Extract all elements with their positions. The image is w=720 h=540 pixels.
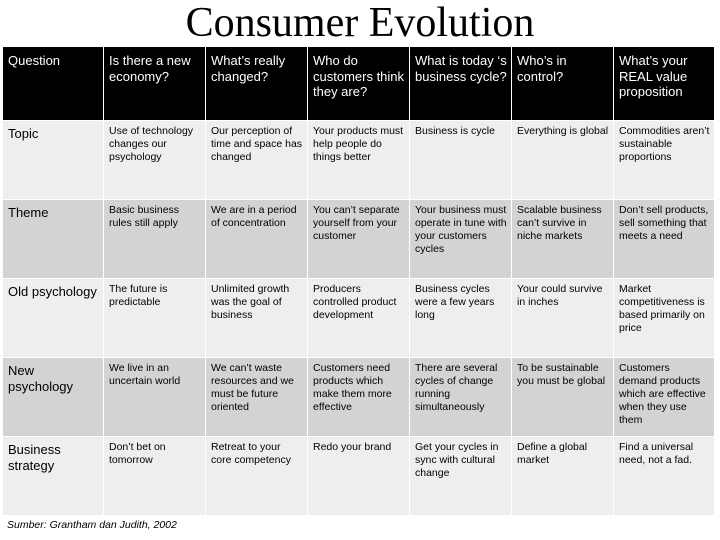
table-cell: Define a global market: [511, 436, 614, 516]
table-cell: We live in an uncertain world: [103, 357, 206, 437]
table-cell: Basic business rules still apply: [103, 199, 206, 279]
table-cell: Customers need products which make them …: [307, 357, 410, 437]
row-label: New psychology: [2, 357, 104, 437]
row-label: Topic: [2, 120, 104, 200]
table-row: Business strategy Don’t bet on tomorrow …: [2, 436, 715, 516]
table-cell: Our perception of time and space has cha…: [205, 120, 308, 200]
page-title: Consumer Evolution: [185, 0, 535, 46]
table-cell: You can’t separate yourself from your cu…: [307, 199, 410, 279]
column-header: What is today ‘s business cycle?: [409, 46, 512, 121]
table-cell: Don’t bet on tomorrow: [103, 436, 206, 516]
table-cell: Retreat to your core competency: [205, 436, 308, 516]
table-cell: The future is predictable: [103, 278, 206, 358]
table-cell: Don’t sell products, sell something that…: [613, 199, 715, 279]
row-label: Business strategy: [2, 436, 104, 516]
table-cell: Unlimited growth was the goal of busines…: [205, 278, 308, 358]
table-row: Topic Use of technology changes our psyc…: [2, 120, 715, 200]
table-cell: Your business must operate in tune with …: [409, 199, 512, 279]
table-cell: There are several cycles of change runni…: [409, 357, 512, 437]
table-cell: Your could survive in inches: [511, 278, 614, 358]
table-cell: Business is cycle: [409, 120, 512, 200]
table-cell: We can’t waste resources and we must be …: [205, 357, 308, 437]
table-cell: Business cycles were a few years long: [409, 278, 512, 358]
column-header: What’s your REAL value proposition: [613, 46, 715, 121]
table-row: Old psychology The future is predictable…: [2, 278, 715, 358]
table-cell: Redo your brand: [307, 436, 410, 516]
table-cell: Customers demand products which are effe…: [613, 357, 715, 437]
table-header-row: Question Is there a new economy? What’s …: [2, 46, 715, 121]
table-cell: Your products must help people do things…: [307, 120, 410, 200]
table-cell: Everything is global: [511, 120, 614, 200]
table-cell: To be sustainable you must be global: [511, 357, 614, 437]
consumer-evolution-table: Question Is there a new economy? What’s …: [2, 46, 715, 516]
table-cell: Find a universal need, not a fad.: [613, 436, 715, 516]
table-cell: Scalable business can’t survive in niche…: [511, 199, 614, 279]
table-row: New psychology We live in an uncertain w…: [2, 357, 715, 437]
source-caption: Sumber: Grantham dan Judith, 2002: [7, 519, 177, 531]
column-header: Is there a new economy?: [103, 46, 206, 121]
table-cell: Producers controlled product development: [307, 278, 410, 358]
row-label: Old psychology: [2, 278, 104, 358]
table-cell: Get your cycles in sync with cultural ch…: [409, 436, 512, 516]
table-row: Theme Basic business rules still apply W…: [2, 199, 715, 279]
table-cell: Use of technology changes our psychology: [103, 120, 206, 200]
table-cell: Market competitiveness is based primaril…: [613, 278, 715, 358]
header-row-label: Question: [2, 46, 104, 121]
column-header: Who’s in control?: [511, 46, 614, 121]
column-header: What’s really changed?: [205, 46, 308, 121]
column-header: Who do customers think they are?: [307, 46, 410, 121]
table-cell: We are in a period of concentration: [205, 199, 308, 279]
row-label: Theme: [2, 199, 104, 279]
table-cell: Commodities aren’t sustainable proportio…: [613, 120, 715, 200]
